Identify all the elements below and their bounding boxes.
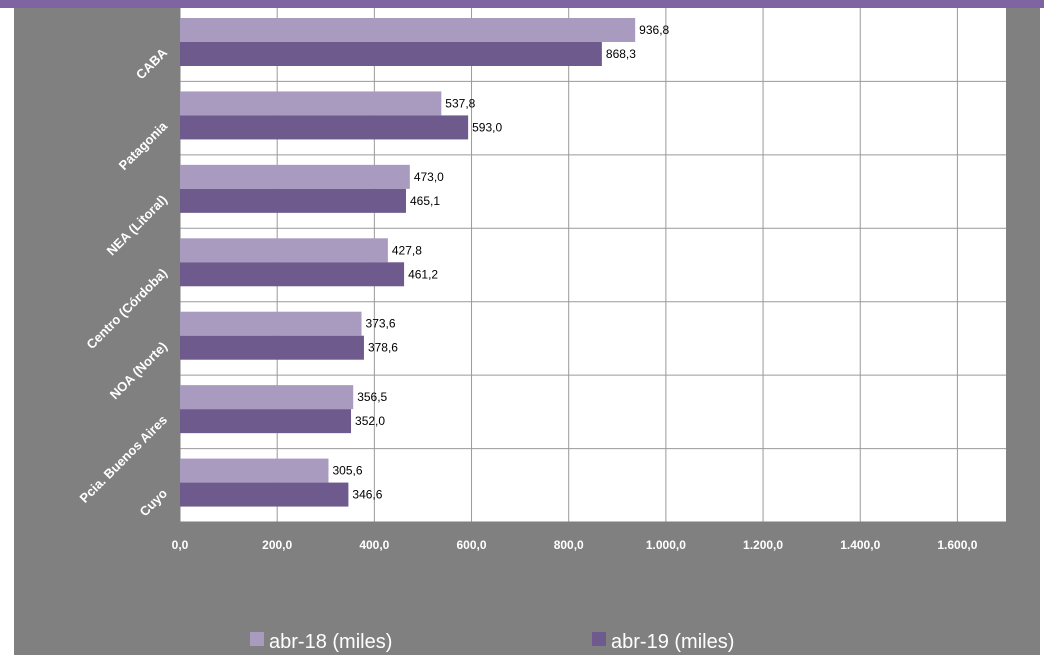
x-tick-label-1: 200,0 bbox=[262, 538, 292, 552]
bar-abr18-3 bbox=[180, 238, 388, 263]
data-label-abr18-3: 427,8 bbox=[392, 243, 422, 257]
bar-abr18-0 bbox=[180, 18, 636, 42]
bar-abr19-0 bbox=[180, 42, 602, 66]
category-label-1: Patagonia bbox=[116, 118, 171, 173]
data-label-abr18-6: 305,6 bbox=[332, 464, 362, 478]
x-tick-label-8: 1.600,0 bbox=[937, 538, 977, 552]
legend-swatch-0 bbox=[250, 632, 264, 646]
bar-abr19-4 bbox=[180, 335, 364, 360]
data-label-abr19-6: 346,6 bbox=[352, 488, 382, 502]
bar-abr19-3 bbox=[180, 262, 405, 287]
bar-abr18-6 bbox=[180, 458, 329, 483]
category-label-3: Centro (Córdoba) bbox=[83, 265, 170, 352]
data-label-abr19-0: 868,3 bbox=[606, 47, 636, 61]
legend-label-1: abr-19 (miles) bbox=[611, 631, 734, 653]
bar-abr18-4 bbox=[180, 311, 362, 336]
x-tick-label-6: 1.200,0 bbox=[743, 538, 783, 552]
x-tick-label-2: 400,0 bbox=[359, 538, 389, 552]
bar-abr19-2 bbox=[180, 188, 406, 213]
data-label-abr18-0: 936,8 bbox=[639, 23, 669, 37]
data-label-abr19-5: 352,0 bbox=[355, 414, 385, 428]
grid-lines bbox=[179, 8, 1006, 523]
data-label-abr18-5: 356,5 bbox=[357, 390, 387, 404]
data-label-abr18-2: 473,0 bbox=[414, 170, 444, 184]
bar-abr19-1 bbox=[180, 115, 469, 140]
x-tick-label-7: 1.400,0 bbox=[840, 538, 880, 552]
category-label-2: NEA (Litoral) bbox=[104, 192, 170, 258]
category-label-0: CABA bbox=[133, 45, 171, 83]
top-band bbox=[0, 0, 1044, 8]
bar-abr19-6 bbox=[180, 482, 349, 507]
bars bbox=[180, 18, 636, 507]
category-label-4: NOA (Norte) bbox=[107, 339, 170, 402]
legend-label-0: abr-18 (miles) bbox=[269, 631, 392, 653]
data-label-abr19-3: 461,2 bbox=[408, 267, 438, 281]
x-tick-label-5: 1.000,0 bbox=[646, 538, 686, 552]
legend-swatch-1 bbox=[592, 632, 606, 646]
bar-abr18-1 bbox=[180, 91, 442, 116]
data-label-abr19-1: 593,0 bbox=[472, 120, 502, 134]
category-labels: CABA Patagonia NEA (Litoral) Centro (Córdob… bbox=[77, 45, 171, 520]
legend: abr-18 (miles) abr-19 (miles) bbox=[250, 631, 734, 653]
bar-abr18-2 bbox=[180, 164, 410, 189]
category-label-6: Cuyo bbox=[137, 486, 171, 520]
data-label-abr19-2: 465,1 bbox=[410, 194, 440, 208]
x-tick-labels: 0,0 200,0 400,0 600,0 800,0 1.000,0 1.200,0 1.4… bbox=[172, 538, 978, 552]
bar-abr19-5 bbox=[180, 409, 352, 434]
bar-abr18-5 bbox=[180, 385, 354, 410]
data-label-abr19-4: 378,6 bbox=[368, 341, 398, 355]
data-label-abr18-1: 537,8 bbox=[445, 96, 475, 110]
x-tick-label-0: 0,0 bbox=[172, 538, 189, 552]
data-label-abr18-4: 373,6 bbox=[366, 317, 396, 331]
x-tick-label-3: 600,0 bbox=[457, 538, 487, 552]
x-tick-label-4: 800,0 bbox=[554, 538, 584, 552]
